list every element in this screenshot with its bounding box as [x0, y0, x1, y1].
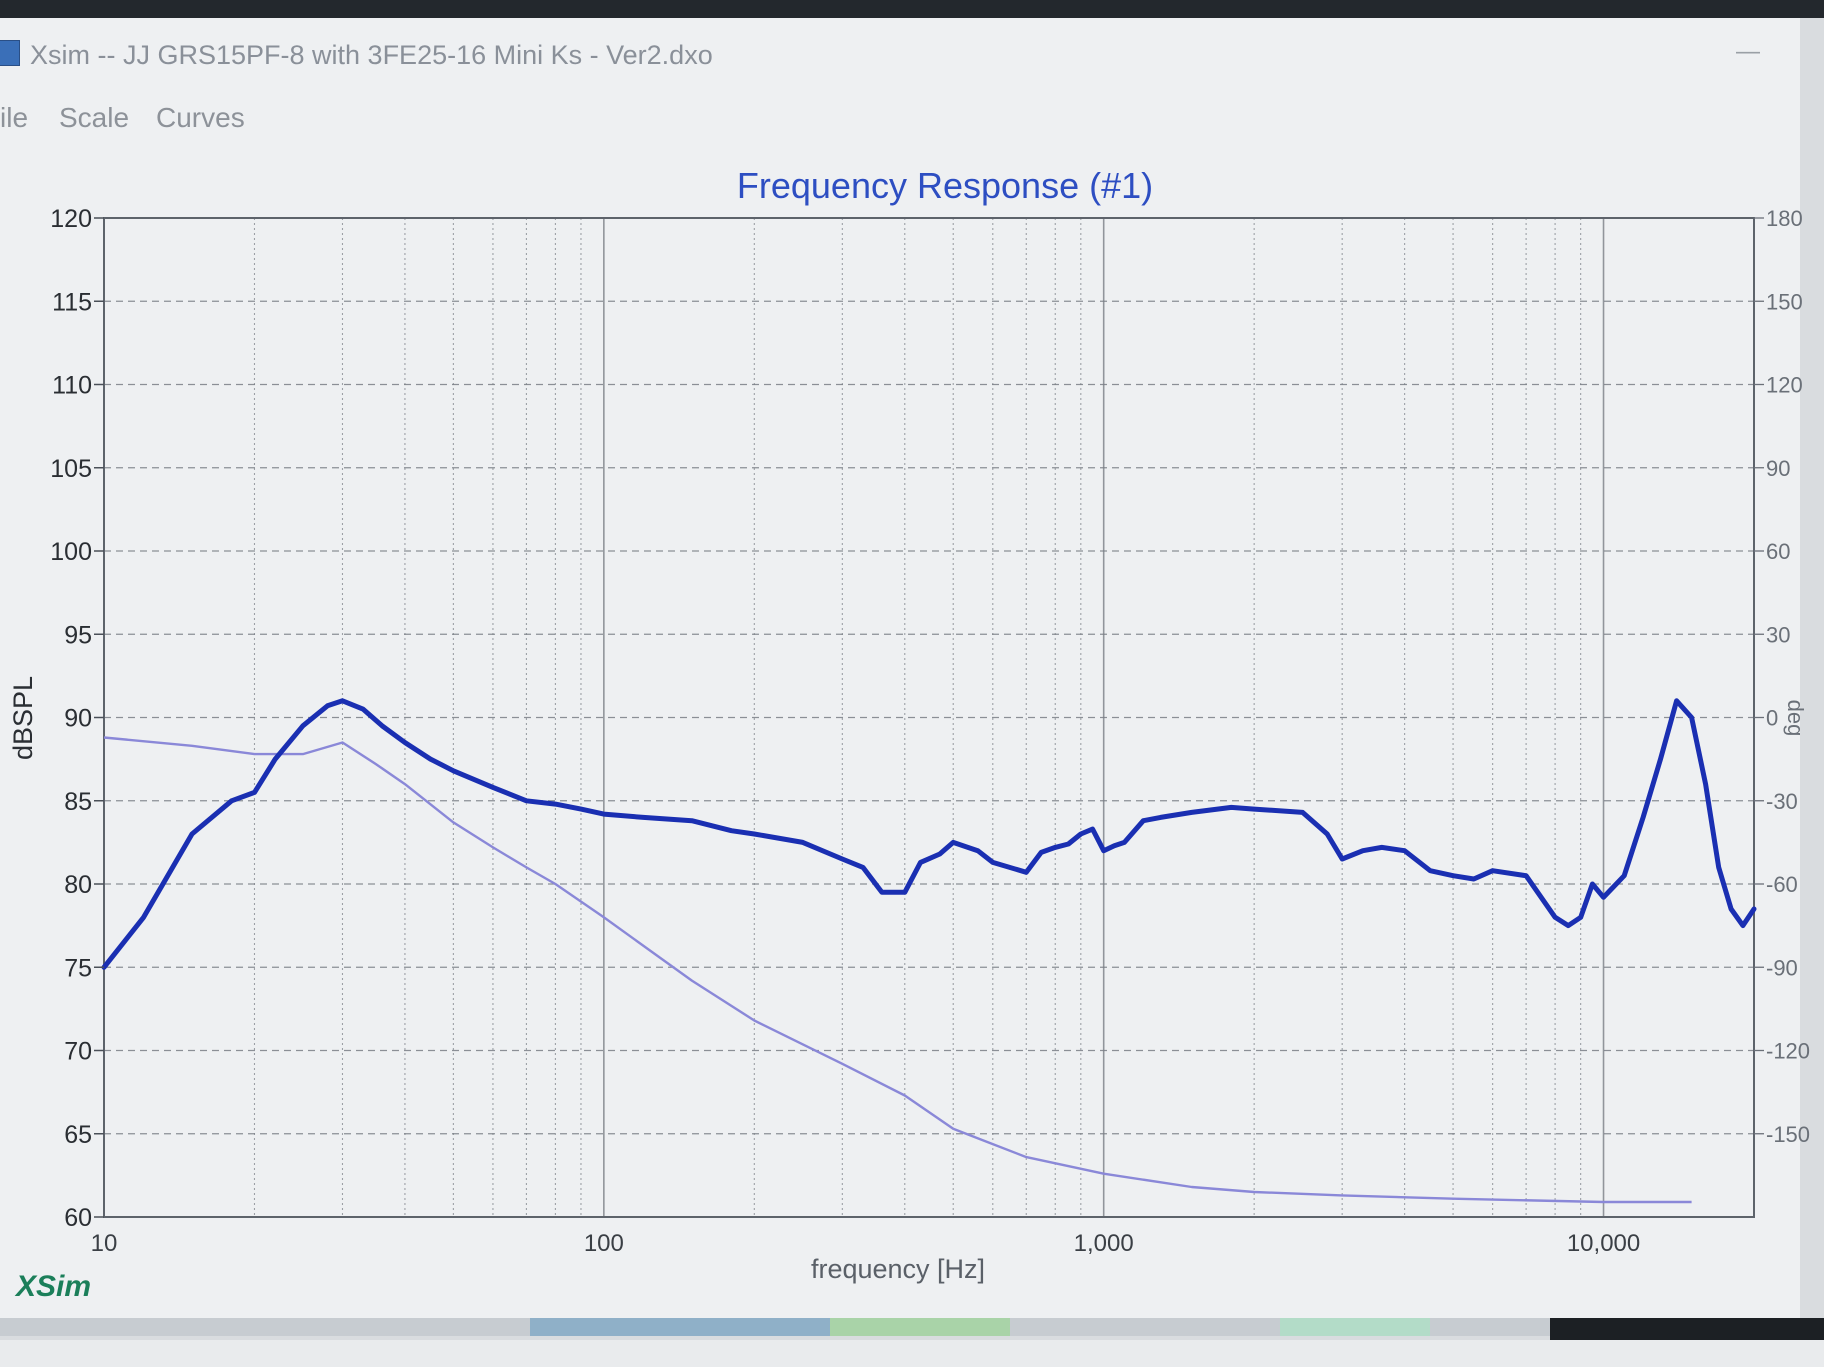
xsim-brand-logo: XSim	[14, 1270, 91, 1303]
secondary-response-curve	[103, 736, 1692, 1204]
menu-curves[interactable]: Curves	[156, 102, 245, 133]
tick-labels: 6065707580859095100105110115120-150-120-…	[50, 205, 1810, 1257]
status-bar	[0, 1340, 1824, 1367]
x-tick-label: 10,000	[1567, 1230, 1640, 1257]
taskbar-segment	[830, 1318, 1010, 1336]
y-tick-label: 120	[50, 205, 92, 233]
taskbar-segment	[1280, 1318, 1430, 1336]
y-tick-label: 85	[64, 788, 92, 816]
spl-response-curve	[101, 698, 1757, 970]
chart-title: Frequency Response (#1)	[737, 165, 1153, 206]
y-tick-label: 115	[52, 288, 92, 316]
y2-tick-label: 180	[1766, 206, 1803, 231]
y-tick-label: 90	[64, 705, 92, 733]
y-axis-label: dBSPL	[8, 676, 38, 760]
y2-tick-label: 0	[1766, 706, 1778, 731]
y-tick-label: 75	[64, 954, 92, 982]
y2-tick-label: 90	[1766, 456, 1790, 481]
y-tick-label: 65	[64, 1121, 92, 1149]
x-tick-label: 100	[584, 1230, 624, 1257]
screen-bezel-top	[0, 0, 1824, 18]
taskbar-segment	[530, 1318, 830, 1336]
y2-tick-label: -30	[1766, 789, 1798, 814]
thick-series-layer	[101, 698, 1757, 970]
y2-tick-label: 150	[1766, 289, 1803, 314]
window-title: Xsim -- JJ GRS15PF-8 with 3FE25-16 Mini …	[30, 40, 713, 70]
y-tick-label: 100	[50, 538, 92, 566]
y-tick-label: 110	[52, 372, 92, 400]
thin-series-layer	[103, 736, 1692, 1204]
title-bar: Xsim -- JJ GRS15PF-8 with 3FE25-16 Mini …	[0, 18, 1800, 88]
screen-bezel-corner	[1550, 1318, 1824, 1340]
minimize-button[interactable]: —	[1736, 38, 1760, 65]
y2-tick-label: -150	[1766, 1122, 1810, 1147]
plot-frame	[103, 217, 1755, 1218]
y2-tick-label: -60	[1766, 872, 1798, 897]
y2-tick-label: 120	[1766, 373, 1803, 398]
y2-tick-label: -120	[1766, 1039, 1810, 1064]
y2-tick-label: 30	[1766, 622, 1790, 647]
y-tick-label: 80	[64, 871, 92, 899]
y-tick-label: 95	[64, 621, 92, 649]
y-tick-label: 70	[64, 1038, 92, 1066]
menu-file[interactable]: ile	[0, 102, 29, 133]
y-tick-label: 60	[64, 1204, 92, 1232]
y2-axis-label: deg	[1783, 700, 1808, 737]
x-axis-label: frequency [Hz]	[811, 1254, 985, 1284]
x-tick-label: 10	[91, 1230, 118, 1257]
y-tick-label: 105	[50, 455, 92, 483]
y2-tick-label: -90	[1766, 955, 1798, 980]
xsim-window: Xsim -- JJ GRS15PF-8 with 3FE25-16 Mini …	[0, 18, 1800, 1318]
chart-grid	[104, 218, 1754, 1217]
app-icon	[0, 40, 20, 66]
x-tick-label: 1,000	[1074, 1230, 1134, 1257]
menu-scale[interactable]: Scale	[59, 102, 130, 133]
y2-tick-label: 60	[1766, 539, 1790, 564]
menu-bar: ile Scale Curves	[0, 96, 1800, 140]
